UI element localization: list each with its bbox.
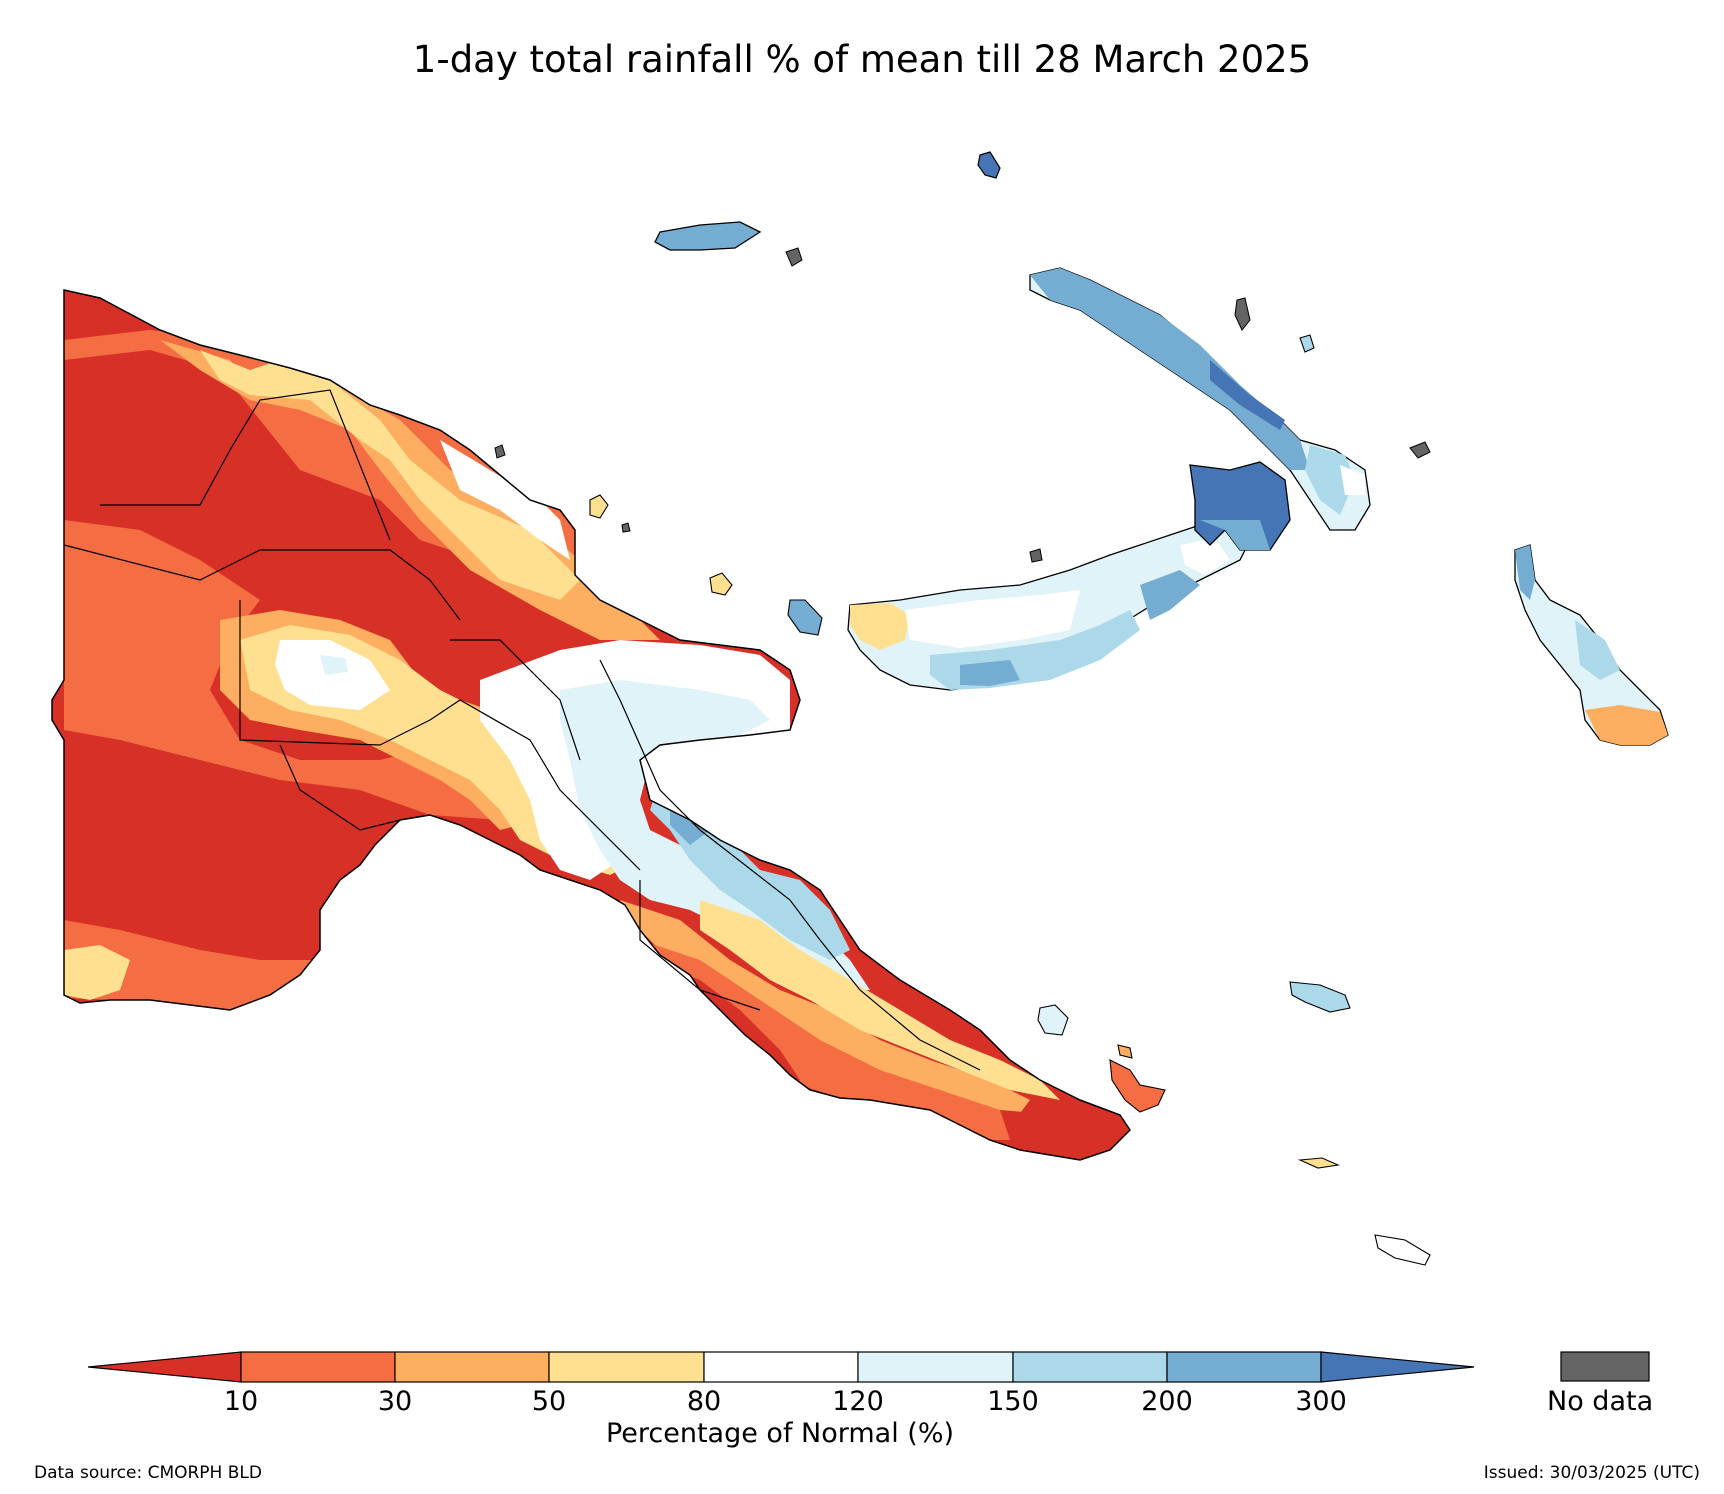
boundary-highlands (239, 600, 641, 871)
no-data-islands (494, 247, 1431, 563)
colorbar-extend-high (1320, 1351, 1475, 1383)
zone-50-80-south (700, 900, 1060, 1100)
colorbar-tick: 30 (377, 1386, 413, 1417)
new-britain (847, 461, 1291, 691)
island-karkar (589, 494, 609, 519)
colorbar-bin-50-80 (548, 1351, 705, 1383)
colorbar-bin-120-150 (857, 1351, 1014, 1383)
boundary-oro (819, 939, 981, 1071)
boundary-gulf (279, 744, 401, 831)
rainfall-zones (64, 330, 1120, 1160)
zone-50-80-north (200, 350, 580, 600)
colorbar-label: Percentage of Normal (%) (605, 1418, 955, 1449)
colorbar (87, 1351, 1650, 1383)
colorbar-tick: 120 (832, 1386, 884, 1417)
boundary-morobe (599, 659, 821, 941)
manus-island (654, 221, 762, 251)
island-fergusson-tip (1117, 1044, 1133, 1059)
island-misima (1297, 1157, 1340, 1169)
boundary-madang (450, 639, 581, 761)
zone-lt10-milne (1000, 1110, 1120, 1160)
issued-date: Issued: 30/03/2025 (UTC) (1483, 1463, 1700, 1483)
colorbar-extend-low (87, 1351, 242, 1383)
zone-10-30-southeast (640, 940, 1040, 1140)
colorbar-bin-80-120 (703, 1351, 859, 1383)
island-long (709, 572, 733, 596)
island-buka-north (1299, 334, 1315, 353)
no-data-label: No data (1547, 1386, 1654, 1417)
bougainville (1514, 544, 1669, 746)
island-umboi (787, 599, 823, 636)
colorbar-tick: 80 (686, 1386, 722, 1417)
zone-gt300-central (700, 795, 720, 815)
colorbar-tick: 200 (1141, 1386, 1193, 1417)
zone-50-80-southwest (64, 945, 130, 1000)
colorbar-bin-200-300 (1166, 1351, 1322, 1383)
colorbar-tick: 10 (223, 1386, 259, 1417)
island-trobriand (1289, 981, 1351, 1013)
colorbar-tick: 300 (1295, 1386, 1347, 1417)
boundary-central (639, 880, 761, 1011)
zone-30-50-south (620, 900, 1030, 1140)
data-source: Data source: CMORPH BLD (34, 1463, 262, 1483)
boundary-east-sepik (100, 389, 391, 541)
colorbar-tick: 150 (987, 1386, 1039, 1417)
island-normanby (1109, 1059, 1166, 1113)
zone-10-30-southwest (64, 920, 320, 1010)
boundary-west-sepik (63, 544, 461, 621)
colorbar-tick: 50 (531, 1386, 567, 1417)
province-boundaries (63, 389, 981, 1071)
island-north-small (977, 151, 1001, 179)
no-data-swatch (1560, 1351, 1650, 1382)
map-title: 1-day total rainfall % of mean till 28 M… (412, 38, 1312, 81)
zone-10-30-west (64, 520, 520, 820)
colorbar-bin-10-30 (240, 1351, 396, 1383)
zone-120-150-highlands (320, 655, 348, 675)
zone-80-120-sepik (440, 440, 570, 560)
island-goodenough (1037, 1004, 1069, 1036)
zone-80-120-highlands (275, 640, 390, 710)
colorbar-bin-150-200 (1012, 1351, 1168, 1383)
new-ireland (1029, 267, 1371, 531)
island-rossel (1374, 1234, 1431, 1266)
colorbar-bin-30-50 (394, 1351, 550, 1383)
